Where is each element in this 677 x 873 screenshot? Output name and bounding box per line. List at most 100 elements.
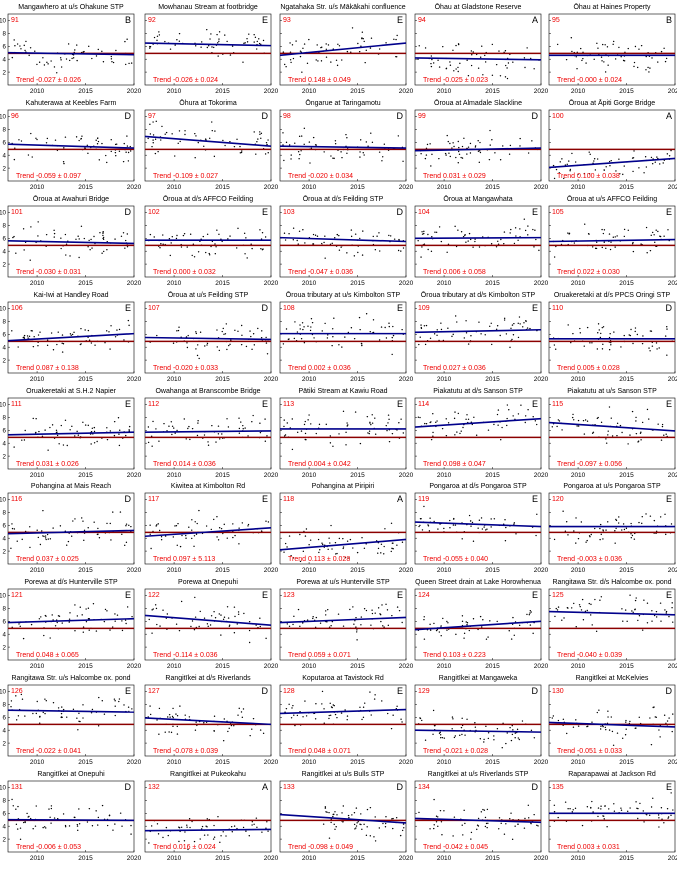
x-tick-label: 2010 bbox=[302, 184, 317, 191]
data-point bbox=[32, 712, 34, 715]
x-tick-label: 2010 bbox=[302, 855, 317, 862]
data-point bbox=[579, 327, 581, 330]
data-point bbox=[208, 252, 210, 255]
plot-frame bbox=[279, 780, 407, 853]
data-point bbox=[232, 536, 234, 539]
data-point bbox=[233, 725, 235, 727]
data-point bbox=[243, 42, 245, 45]
data-point bbox=[229, 343, 231, 346]
data-point bbox=[295, 40, 297, 42]
data-point bbox=[60, 712, 63, 715]
data-point bbox=[57, 331, 59, 333]
data-point bbox=[186, 346, 189, 349]
data-point bbox=[238, 707, 240, 710]
data-point bbox=[251, 821, 254, 823]
data-point bbox=[644, 156, 647, 158]
data-point bbox=[64, 824, 67, 827]
data-point bbox=[515, 235, 517, 237]
data-point bbox=[526, 327, 529, 329]
data-point bbox=[645, 513, 647, 515]
data-point bbox=[458, 153, 461, 155]
data-point bbox=[657, 423, 659, 425]
data-point bbox=[265, 142, 268, 144]
data-point bbox=[151, 632, 153, 634]
data-point bbox=[433, 333, 436, 335]
data-point bbox=[460, 726, 463, 729]
x-tick-label: 2010 bbox=[571, 855, 586, 862]
data-point bbox=[103, 250, 105, 253]
data-point bbox=[69, 333, 72, 335]
data-point bbox=[213, 610, 215, 613]
data-point bbox=[23, 439, 26, 441]
panel-grade: E bbox=[666, 399, 672, 409]
data-point bbox=[153, 236, 155, 238]
trend-label: Trend -0.051 ± 0.033 bbox=[557, 748, 622, 755]
data-point bbox=[635, 432, 638, 435]
data-point bbox=[194, 729, 197, 731]
data-point bbox=[226, 537, 228, 539]
data-point bbox=[398, 609, 401, 612]
data-point bbox=[319, 622, 322, 624]
data-point bbox=[247, 523, 250, 526]
data-point bbox=[524, 415, 527, 417]
data-point bbox=[64, 233, 67, 236]
data-point bbox=[597, 323, 600, 325]
data-point bbox=[80, 327, 82, 330]
data-point bbox=[633, 61, 636, 64]
data-point bbox=[251, 247, 253, 250]
data-point bbox=[589, 153, 591, 156]
data-point bbox=[527, 409, 529, 411]
data-point bbox=[247, 435, 249, 437]
data-point bbox=[252, 414, 254, 417]
x-tick-label: 2020 bbox=[127, 663, 142, 670]
data-point bbox=[13, 528, 16, 530]
data-point bbox=[61, 622, 63, 624]
data-point bbox=[329, 702, 331, 705]
plot-frame bbox=[548, 397, 676, 470]
data-point bbox=[346, 719, 348, 721]
data-point bbox=[233, 145, 236, 148]
data-point bbox=[322, 823, 325, 825]
data-point bbox=[466, 59, 468, 62]
data-point bbox=[149, 524, 151, 526]
data-point bbox=[319, 549, 321, 551]
data-point bbox=[35, 137, 37, 139]
data-point bbox=[430, 65, 433, 68]
data-point bbox=[523, 57, 526, 59]
data-point bbox=[191, 519, 193, 521]
data-point bbox=[230, 339, 232, 341]
data-point bbox=[482, 808, 484, 811]
x-tick-label: 2015 bbox=[350, 663, 365, 670]
data-point bbox=[666, 328, 668, 330]
data-point bbox=[653, 234, 655, 236]
data-point bbox=[84, 329, 86, 331]
data-point bbox=[393, 238, 396, 240]
data-point bbox=[211, 121, 213, 123]
data-point bbox=[366, 415, 369, 418]
data-point bbox=[670, 523, 673, 525]
data-point bbox=[148, 842, 150, 844]
data-point bbox=[283, 419, 285, 421]
data-point bbox=[532, 632, 534, 635]
data-point bbox=[600, 725, 602, 728]
data-point bbox=[119, 429, 121, 431]
data-point bbox=[503, 242, 505, 245]
data-point bbox=[360, 139, 362, 141]
data-point bbox=[440, 240, 443, 243]
data-point bbox=[87, 329, 90, 332]
data-point bbox=[219, 841, 221, 844]
data-point bbox=[361, 37, 363, 39]
data-point bbox=[478, 246, 481, 248]
data-point bbox=[29, 817, 32, 820]
panel-title: Ōroua at Almadale Slackline bbox=[434, 100, 522, 107]
data-point bbox=[219, 438, 221, 440]
data-point bbox=[350, 51, 352, 53]
data-point bbox=[236, 623, 238, 625]
data-point bbox=[259, 729, 262, 731]
data-point bbox=[95, 139, 97, 141]
data-point bbox=[203, 145, 205, 147]
data-point bbox=[440, 635, 442, 637]
data-point bbox=[110, 325, 112, 327]
x-tick-label: 2020 bbox=[534, 376, 549, 383]
